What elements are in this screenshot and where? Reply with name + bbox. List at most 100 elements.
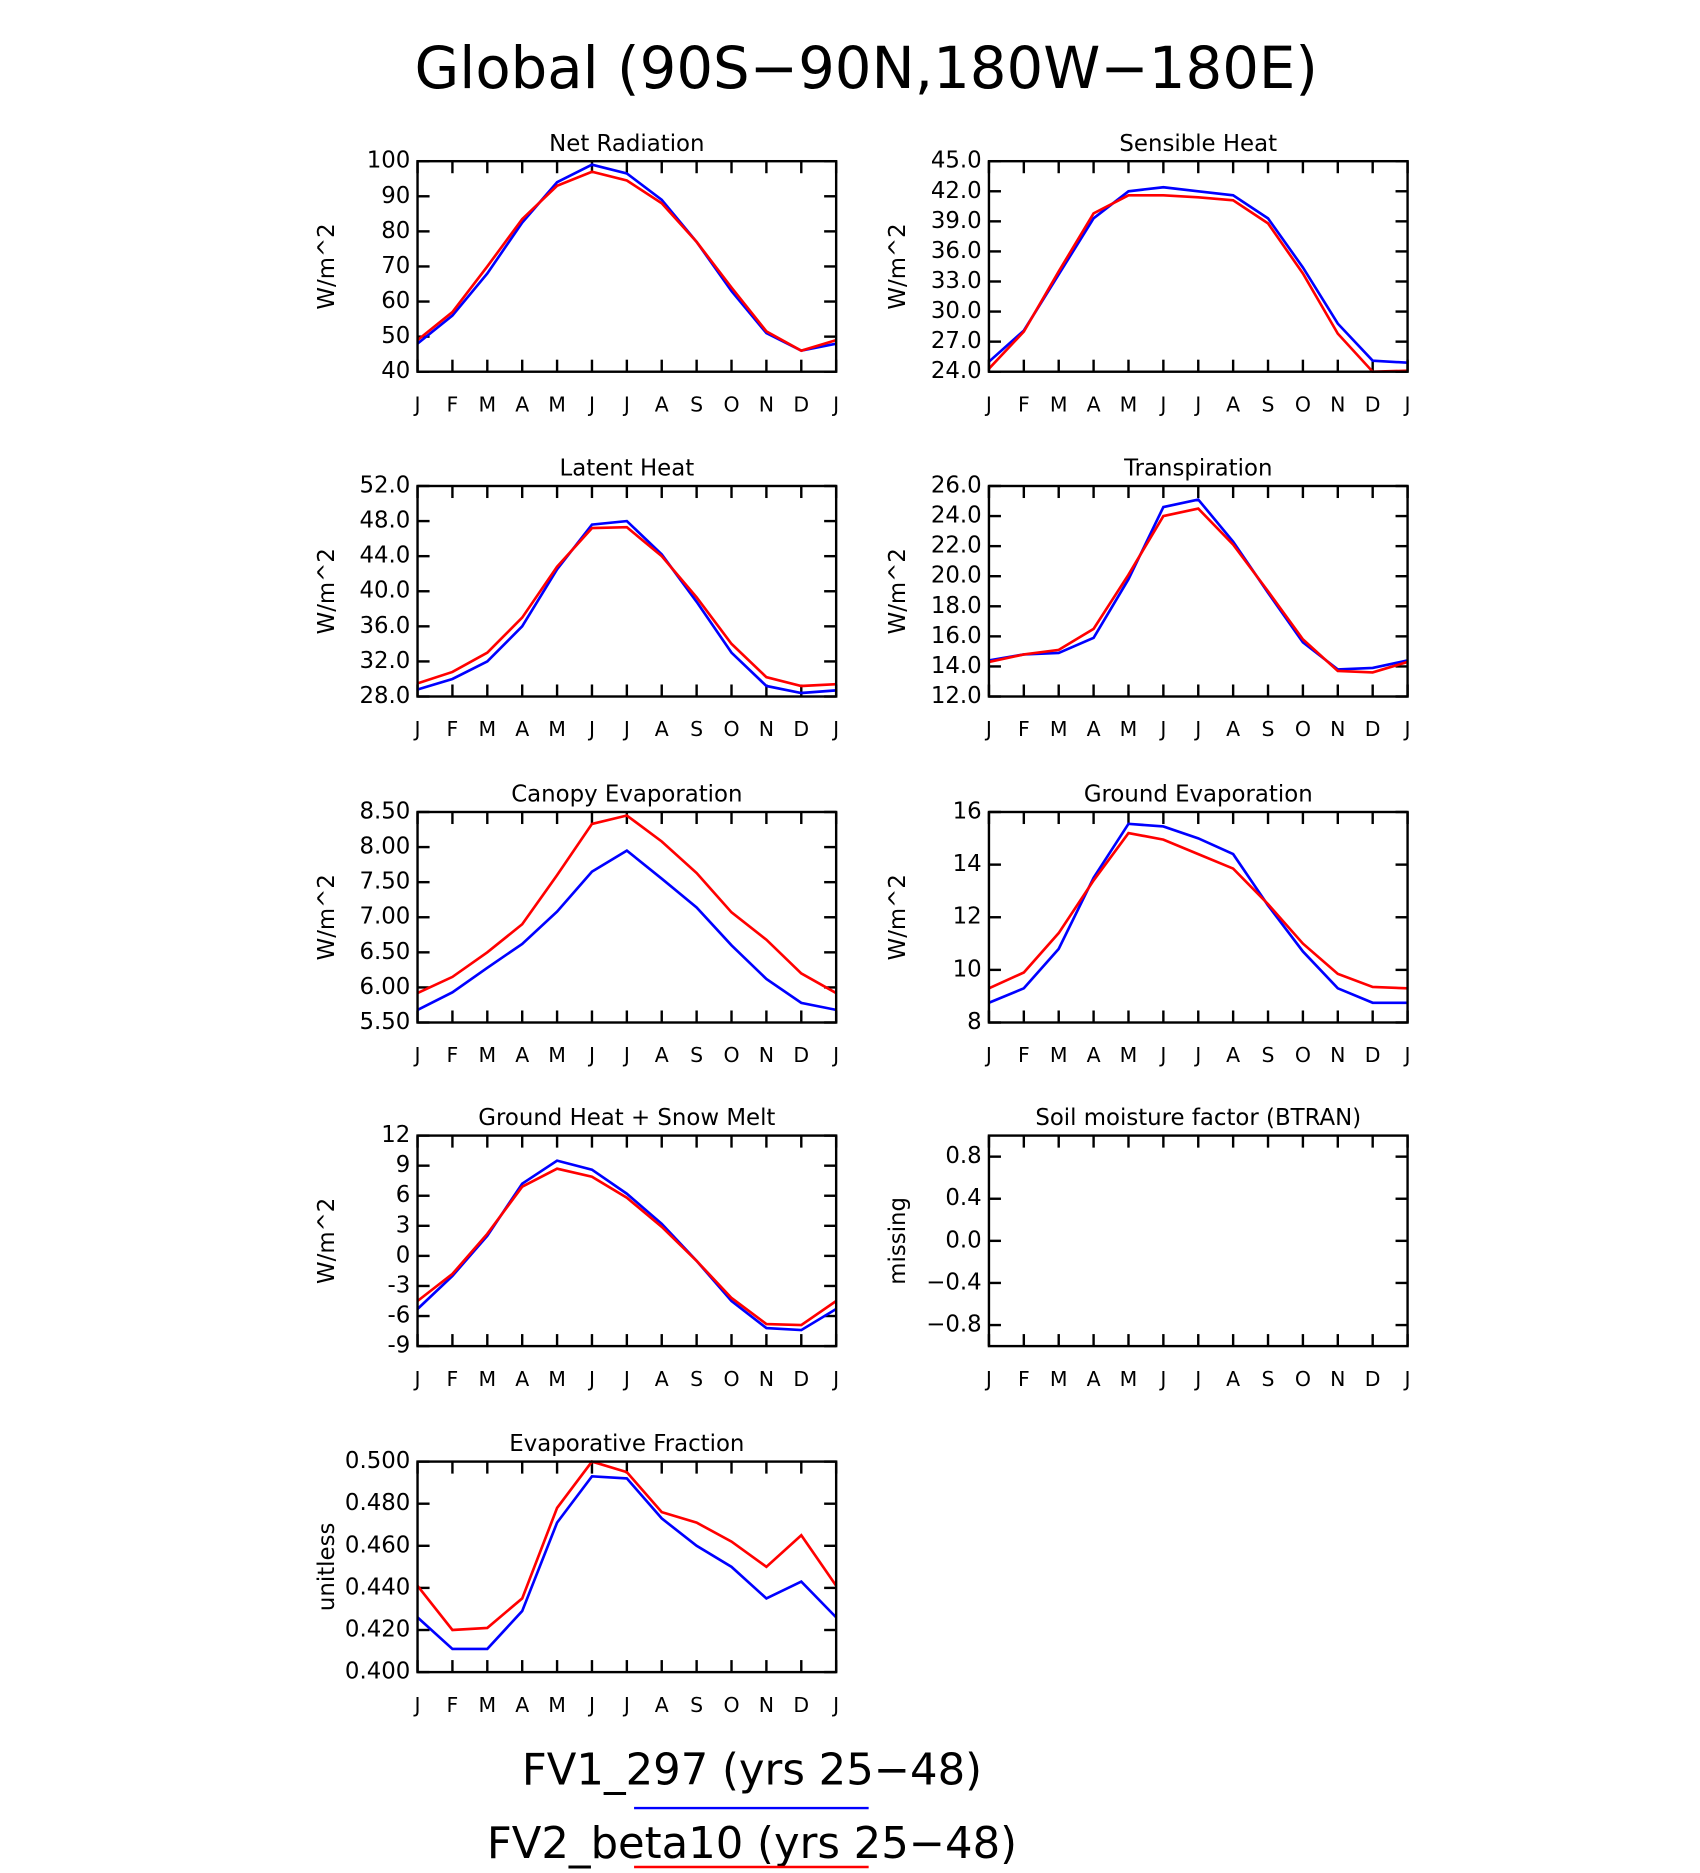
x-tick-label: M bbox=[1050, 392, 1068, 416]
series-line bbox=[416, 814, 837, 995]
x-tick-label: N bbox=[759, 1693, 774, 1717]
x-tick-label: J bbox=[984, 1367, 992, 1391]
plot-frame bbox=[987, 810, 1409, 1024]
x-tick-label: J bbox=[413, 1043, 421, 1067]
x-tick-label: J bbox=[413, 1367, 421, 1391]
x-tick-label: A bbox=[1226, 717, 1240, 741]
y-tick-label: 26.0 bbox=[931, 472, 982, 498]
y-tick-label: 0 bbox=[396, 1242, 411, 1268]
y-tick-label: 14.0 bbox=[931, 653, 982, 679]
x-tick-label: O bbox=[1295, 1043, 1311, 1067]
x-tick-label: F bbox=[447, 392, 459, 416]
x-tick-label: J bbox=[1403, 1367, 1411, 1391]
x-tick-label: D bbox=[1365, 1367, 1381, 1391]
y-tick-label: 6 bbox=[396, 1182, 411, 1208]
series-line bbox=[416, 1474, 838, 1651]
y-tick-label: 16 bbox=[953, 798, 982, 824]
y-tick-label: 22.0 bbox=[931, 533, 982, 559]
x-tick-label: M bbox=[1120, 392, 1138, 416]
y-axis-label: W/m^2 bbox=[314, 1198, 340, 1284]
x-tick-label: F bbox=[1018, 1043, 1030, 1067]
x-tick-label: S bbox=[690, 717, 703, 741]
x-tick-label: A bbox=[655, 1043, 669, 1067]
x-tick-label: J bbox=[622, 1367, 630, 1391]
x-tick-label: N bbox=[759, 392, 774, 416]
y-tick-label: 10 bbox=[953, 956, 982, 982]
plot-frame bbox=[416, 810, 838, 1024]
y-tick-label: 12 bbox=[381, 1122, 410, 1148]
x-tick-label: J bbox=[587, 1043, 595, 1067]
x-tick-label: N bbox=[759, 717, 774, 741]
panel: Soil moisture factor (BTRAN) missing −0.8 −… bbox=[885, 1105, 1410, 1391]
panel-title: Soil moisture factor (BTRAN) bbox=[1035, 1105, 1361, 1131]
plot-frame bbox=[416, 1460, 838, 1674]
x-tick-label: M bbox=[1050, 717, 1068, 741]
y-tick-label: 0.440 bbox=[345, 1574, 410, 1600]
y-tick-label: 14 bbox=[953, 851, 982, 877]
x-tick-label: A bbox=[1226, 1043, 1240, 1067]
y-tick-label: 12.0 bbox=[931, 683, 982, 709]
x-tick-label: F bbox=[447, 1693, 459, 1717]
x-tick-label: D bbox=[793, 717, 809, 741]
y-tick-label: 0.500 bbox=[345, 1448, 410, 1474]
plot-frame bbox=[987, 1134, 1409, 1348]
x-tick-label: J bbox=[587, 717, 595, 741]
y-tick-label: 3 bbox=[396, 1212, 411, 1238]
y-axis-label: W/m^2 bbox=[314, 548, 340, 634]
y-tick-label: 40.0 bbox=[359, 578, 410, 604]
y-tick-label: 50 bbox=[381, 323, 410, 349]
y-axis-label: W/m^2 bbox=[314, 223, 340, 309]
x-tick-label: D bbox=[793, 1693, 809, 1717]
x-tick-label: A bbox=[1087, 717, 1101, 741]
y-tick-label: 8.00 bbox=[359, 834, 410, 860]
x-tick-label: D bbox=[1365, 1043, 1381, 1067]
y-axis-label: W/m^2 bbox=[885, 874, 911, 960]
x-tick-label: J bbox=[1193, 717, 1201, 741]
y-tick-label: 12 bbox=[953, 904, 982, 930]
y-tick-label: 42.0 bbox=[931, 178, 982, 204]
x-tick-label: O bbox=[1295, 392, 1311, 416]
series-line bbox=[988, 507, 1408, 674]
y-tick-label: -6 bbox=[388, 1303, 411, 1329]
series-line bbox=[987, 193, 1408, 374]
x-tick-label: F bbox=[1018, 717, 1030, 741]
y-tick-label: 60 bbox=[381, 288, 410, 314]
x-tick-label: A bbox=[655, 717, 669, 741]
y-tick-label: 32.0 bbox=[359, 648, 410, 674]
x-tick-label: M bbox=[1050, 1043, 1068, 1067]
y-tick-label: 45.0 bbox=[931, 148, 982, 174]
y-axis-label: missing bbox=[885, 1197, 911, 1285]
y-tick-label: 7.00 bbox=[359, 904, 410, 930]
y-tick-label: 36.0 bbox=[931, 238, 982, 264]
x-tick-label: J bbox=[831, 1043, 839, 1067]
x-tick-label: S bbox=[1262, 717, 1275, 741]
y-tick-label: 7.50 bbox=[359, 869, 410, 895]
y-tick-label: 27.0 bbox=[931, 328, 982, 354]
series-line bbox=[988, 822, 1408, 1005]
y-axis-label: W/m^2 bbox=[314, 874, 340, 960]
x-tick-label: M bbox=[1120, 1367, 1138, 1391]
y-tick-label: 6.50 bbox=[359, 939, 410, 965]
x-tick-label: M bbox=[1120, 1043, 1138, 1067]
y-tick-label: 0.480 bbox=[345, 1490, 410, 1516]
y-tick-label: 30.0 bbox=[931, 298, 982, 324]
y-tick-label: 40 bbox=[381, 358, 410, 384]
x-tick-label: S bbox=[690, 1043, 703, 1067]
panel-title: Latent Heat bbox=[560, 456, 695, 482]
x-tick-label: O bbox=[723, 392, 739, 416]
panel: Ground Heat + Snow Melt W/m^2 -9 -6 -3 0 3 6 9 12… bbox=[314, 1105, 839, 1391]
x-tick-label: M bbox=[478, 392, 496, 416]
y-tick-label: 5.50 bbox=[359, 1009, 410, 1035]
y-tick-label: 0.8 bbox=[945, 1143, 981, 1169]
y-tick-label: 0.400 bbox=[345, 1659, 410, 1685]
x-tick-label: J bbox=[1193, 1043, 1201, 1067]
plot-frame bbox=[416, 1134, 838, 1348]
x-tick-label: J bbox=[413, 1693, 421, 1717]
x-tick-label: A bbox=[515, 1367, 529, 1391]
y-tick-label: 20.0 bbox=[931, 563, 982, 589]
y-tick-label: 100 bbox=[367, 148, 411, 174]
x-tick-label: J bbox=[1403, 1043, 1411, 1067]
x-tick-label: J bbox=[413, 717, 421, 741]
